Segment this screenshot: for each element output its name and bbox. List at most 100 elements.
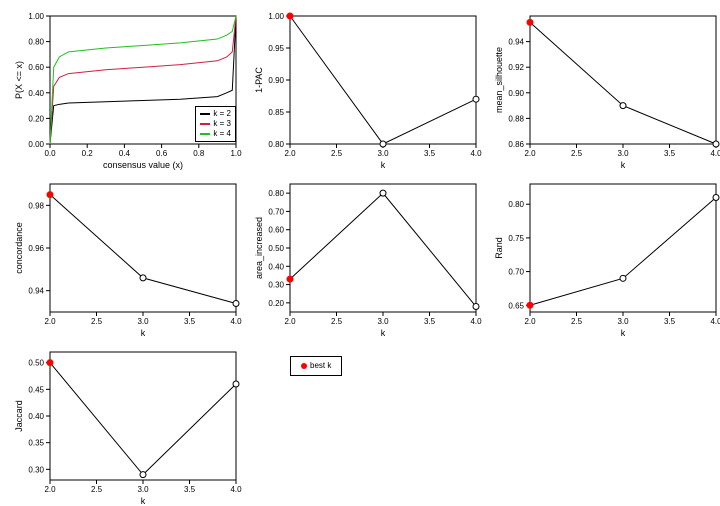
svg-text:0.35: 0.35 [28,439,44,448]
panel-one-pac: 2.0 2.5 3.0 3.5 4.0 0.80 0.85 0.90 0.95 1.00 k 1-PA… [250,10,482,170]
svg-text:0.80: 0.80 [508,200,524,209]
svg-text:0.92: 0.92 [508,63,524,72]
svg-text:3.0: 3.0 [137,317,149,326]
svg-text:k: k [381,160,386,170]
svg-text:4.0: 4.0 [230,485,242,494]
svg-text:4.0: 4.0 [710,149,720,158]
svg-text:4.0: 4.0 [470,149,482,158]
svg-text:0.30: 0.30 [28,465,44,474]
legend-label: k = 3 [213,119,231,129]
panel-area-increased: 2.02.53.03.54.00.200.300.400.500.600.700… [250,178,482,338]
svg-text:2.0: 2.0 [524,149,536,158]
svg-text:0.20: 0.20 [268,299,284,308]
panel-concordance: 2.02.53.03.54.00.940.960.98kconcordance [10,178,242,338]
bestk-label: best k [310,361,331,371]
svg-text:2.0: 2.0 [284,149,296,158]
svg-text:0.80: 0.80 [268,140,284,149]
panel-rand: 2.0 2.5 3.0 3.5 4.0 0.65 0.70 0.75 0.80 k Rand [490,178,720,338]
svg-text:Rand: Rand [494,237,504,259]
legend-swatch-icon [200,113,210,115]
svg-text:k: k [621,160,626,170]
legend-label: k = 2 [213,109,231,119]
svg-text:k: k [141,496,146,506]
svg-text:1-PAC: 1-PAC [254,67,264,93]
svg-text:4.0: 4.0 [470,317,482,326]
svg-text:0.90: 0.90 [508,89,524,98]
svg-text:0.50: 0.50 [28,359,44,368]
bestk-legend-panel: best k [250,346,482,506]
svg-text:k: k [381,328,386,338]
svg-text:2.0: 2.0 [284,317,296,326]
svg-text:0.98: 0.98 [28,201,44,210]
svg-text:3.5: 3.5 [184,485,196,494]
svg-text:0.00: 0.00 [28,140,44,149]
svg-text:0.4: 0.4 [119,149,131,158]
svg-text:0.95: 0.95 [268,44,284,53]
svg-text:1.00: 1.00 [28,12,44,21]
svg-text:0.30: 0.30 [268,281,284,290]
panel-jaccard: 2.0 2.5 3.0 3.5 4.0 0.30 0.35 0.40 0.45 0.50 k Jacc… [10,346,242,506]
svg-text:2.5: 2.5 [91,317,103,326]
svg-text:0.70: 0.70 [508,268,524,277]
svg-text:0.94: 0.94 [508,38,524,47]
svg-text:0.8: 0.8 [193,149,205,158]
svg-text:k: k [141,328,146,338]
svg-text:3.0: 3.0 [617,317,629,326]
cdf-panel: 0.00.20.40.60.81.00.000.200.400.600.801.… [10,10,242,170]
svg-text:0.40: 0.40 [268,262,284,271]
svg-text:3.0: 3.0 [617,149,629,158]
svg-text:4.0: 4.0 [230,317,242,326]
svg-text:3.5: 3.5 [424,149,436,158]
svg-text:0.50: 0.50 [268,244,284,253]
svg-text:3.5: 3.5 [664,317,676,326]
panel-mean-silhouette: 2.0 2.5 3.0 3.5 4.0 0.86 0.88 0.90 0.92 0.94 k mean… [490,10,720,170]
cdf-legend-item: k = 2 [200,109,231,119]
cdf-legend-item: k = 4 [200,129,231,139]
svg-text:3.0: 3.0 [137,485,149,494]
svg-text:2.5: 2.5 [571,317,583,326]
svg-text:mean_silhouette: mean_silhouette [494,47,504,113]
cdf-legend-item: k = 3 [200,119,231,129]
chart-grid: 0.00.20.40.60.81.00.000.200.400.600.801.… [10,10,710,494]
svg-text:0.65: 0.65 [508,301,524,310]
svg-text:2.5: 2.5 [331,317,343,326]
svg-text:0.20: 0.20 [28,114,44,123]
svg-text:0.2: 0.2 [82,149,94,158]
svg-text:0.45: 0.45 [28,385,44,394]
svg-text:1.00: 1.00 [268,12,284,21]
svg-text:0.94: 0.94 [28,287,44,296]
svg-text:0.60: 0.60 [268,226,284,235]
svg-text:4.0: 4.0 [710,317,720,326]
svg-text:2.0: 2.0 [44,485,56,494]
svg-text:0.40: 0.40 [28,89,44,98]
svg-text:Jaccard: Jaccard [14,400,24,432]
svg-text:P(X <= x): P(X <= x) [14,61,24,99]
svg-text:0.70: 0.70 [268,207,284,216]
svg-text:2.5: 2.5 [331,149,343,158]
svg-text:0.40: 0.40 [28,412,44,421]
svg-text:0.96: 0.96 [28,244,44,253]
svg-text:0.6: 0.6 [156,149,168,158]
svg-text:0.86: 0.86 [508,140,524,149]
svg-text:2.5: 2.5 [571,149,583,158]
svg-text:3.5: 3.5 [664,149,676,158]
svg-text:0.75: 0.75 [508,234,524,243]
svg-text:consensus value (x): consensus value (x) [103,160,183,170]
svg-text:area_increased: area_increased [254,217,264,279]
svg-text:3.0: 3.0 [377,149,389,158]
legend-swatch-icon [200,133,210,135]
cdf-legend: k = 2k = 3k = 4 [195,106,236,142]
svg-text:0.80: 0.80 [28,38,44,47]
legend-label: k = 4 [213,129,231,139]
svg-text:2.5: 2.5 [91,485,103,494]
svg-text:concordance: concordance [14,222,24,274]
svg-text:k: k [621,328,626,338]
svg-text:0.80: 0.80 [268,189,284,198]
svg-text:2.0: 2.0 [44,317,56,326]
svg-text:0.60: 0.60 [28,63,44,72]
svg-text:2.0: 2.0 [524,317,536,326]
svg-text:0.88: 0.88 [508,114,524,123]
svg-text:0.90: 0.90 [268,76,284,85]
svg-text:0.85: 0.85 [268,108,284,117]
svg-text:1.0: 1.0 [230,149,242,158]
